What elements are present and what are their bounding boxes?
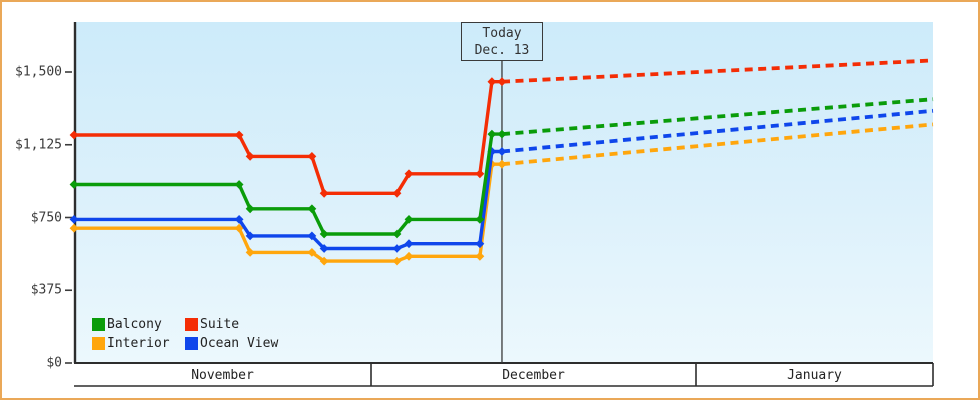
series-interior-history-line [74, 162, 502, 263]
legend-label-suite: Suite [200, 317, 240, 332]
today-label: Today [482, 25, 522, 41]
series-balcony-point-marker [69, 180, 79, 189]
series-interior-point-marker [69, 223, 79, 233]
series-ocean-view-forecast-line [501, 108, 934, 154]
month-label-january: January [787, 368, 842, 383]
series-ocean-view-point-marker [475, 239, 485, 249]
series-ocean-view-point-marker [319, 244, 329, 253]
legend-swatch-suite [185, 318, 198, 331]
series-suite-point-marker [319, 188, 329, 198]
series-ocean-view-history-line [74, 149, 502, 251]
legend-swatch-ocean-view [185, 337, 198, 350]
series-balcony-point-marker [392, 229, 402, 239]
series-ocean-view-point-marker [392, 244, 402, 253]
series-balcony-point-marker [475, 215, 485, 224]
series-ocean-view-point-marker [69, 215, 79, 224]
series-ocean-view-point-marker [307, 231, 317, 241]
legend-item-balcony: Balcony [92, 315, 185, 334]
series-suite-forecast-line [501, 58, 934, 84]
series-ocean-view-point-marker [404, 239, 414, 249]
series-suite-history-line [74, 79, 502, 196]
series-balcony-point-marker [245, 204, 255, 214]
series-interior-point-marker [475, 251, 485, 261]
series-interior-point-marker [234, 223, 244, 233]
legend-item-ocean-view: Ocean View [185, 334, 278, 353]
series-ocean-view-point-marker [497, 147, 507, 156]
series-interior-point-marker [497, 159, 507, 169]
series-balcony-point-marker [487, 129, 497, 139]
legend: Balcony Suite Interior Ocean View [92, 315, 278, 353]
series-suite-point-marker [234, 130, 244, 140]
series-suite-point-marker [245, 152, 255, 161]
legend-item-suite: Suite [185, 315, 278, 334]
y-axis-tick-label: $375 [30, 282, 62, 298]
y-axis-tick-label: $0 [46, 355, 62, 371]
month-label-december: December [502, 368, 565, 383]
series-suite-point-marker [497, 77, 507, 87]
series-ocean-view-point-marker [234, 215, 244, 224]
series-interior-forecast-line [501, 122, 934, 167]
series-balcony-point-marker [404, 215, 414, 224]
y-axis-tick-label: $1,125 [15, 137, 62, 153]
series-balcony-point-marker [307, 204, 317, 214]
legend-item-interior: Interior [92, 334, 185, 353]
series-balcony-history-line [74, 132, 502, 236]
legend-label-interior: Interior [107, 336, 170, 351]
series-suite-point-marker [307, 152, 317, 161]
series-balcony-point-marker [234, 180, 244, 189]
series-interior-point-marker [307, 248, 317, 257]
series-interior-point-marker [392, 256, 402, 266]
series-interior-point-marker [245, 248, 255, 257]
today-date: Dec. 13 [474, 42, 530, 58]
legend-label-balcony: Balcony [107, 317, 162, 332]
y-axis-tick-label: $1,500 [15, 64, 62, 80]
legend-label-ocean-view: Ocean View [200, 336, 279, 351]
month-label-november: November [191, 368, 254, 383]
series-suite-point-marker [69, 130, 79, 140]
series-suite-point-marker [392, 188, 402, 198]
legend-swatch-balcony [92, 318, 105, 331]
series-balcony-point-marker [319, 229, 329, 239]
legend-swatch-interior [92, 337, 105, 350]
series-suite-point-marker [487, 77, 497, 87]
series-suite-point-marker [475, 169, 485, 179]
y-axis-tick-label: $750 [30, 210, 62, 225]
series-balcony-point-marker [497, 129, 507, 139]
series-interior-point-marker [404, 251, 414, 261]
series-balcony-forecast-line [501, 97, 934, 136]
today-annotation: Today Dec. 13 [461, 22, 543, 61]
series-ocean-view-point-marker [245, 231, 255, 241]
series-interior-point-marker [319, 256, 329, 266]
series-suite-point-marker [404, 169, 414, 179]
